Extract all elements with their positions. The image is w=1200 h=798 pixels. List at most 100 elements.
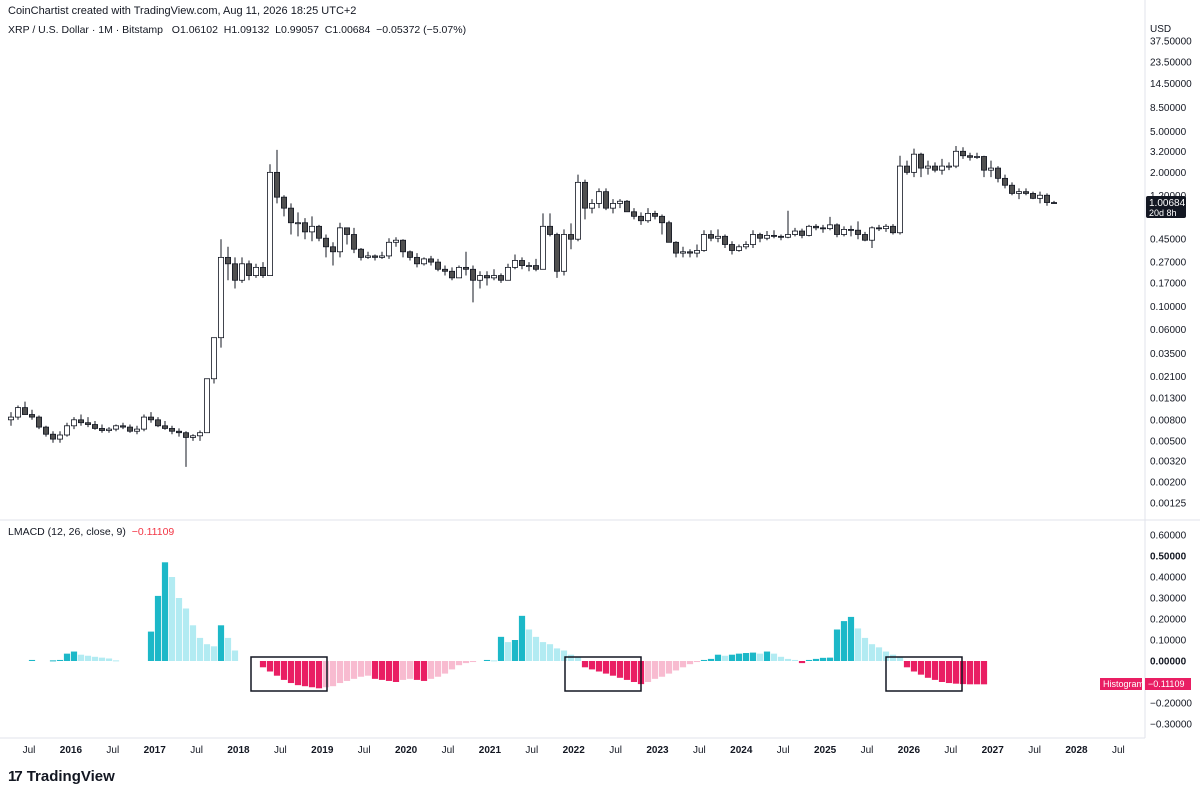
candle (645, 208, 652, 223)
price-axis-label: 14.50000 (1150, 79, 1192, 90)
tradingview-logo-text: TradingView (26, 768, 115, 785)
candle-body (582, 181, 589, 209)
candle (161, 420, 168, 430)
candle (1051, 200, 1058, 204)
histogram-bar (959, 661, 967, 685)
candle-body (175, 430, 182, 434)
candle-body (638, 215, 645, 222)
candle-body (778, 235, 785, 238)
candle-body (533, 265, 540, 270)
candle-body (266, 171, 273, 276)
candle-body (43, 426, 50, 435)
histogram-bar (28, 659, 36, 661)
time-axis-label: Jul (23, 745, 36, 756)
candle-body (497, 275, 504, 281)
candle (364, 251, 371, 259)
candle (610, 199, 617, 214)
candle (1009, 182, 1016, 196)
histogram-bar (371, 661, 379, 679)
time-axis-label: Jul (358, 745, 371, 756)
candle-body (231, 263, 238, 281)
candle (336, 222, 343, 258)
histogram-bar (294, 661, 302, 686)
candle-body (161, 425, 168, 429)
candle-body (1044, 194, 1051, 203)
histogram-bar (616, 661, 624, 678)
candle (50, 431, 57, 443)
candle (14, 405, 21, 420)
candle-body (1009, 184, 1016, 194)
candle (43, 425, 50, 437)
histogram-bar (798, 661, 806, 664)
candle-body (953, 150, 960, 167)
candle-body (392, 239, 399, 243)
tradingview-logo[interactable]: 17 TradingView (8, 768, 115, 785)
candle (1002, 174, 1009, 189)
price-axis-currency: USD (1150, 24, 1171, 35)
histogram-bar (595, 661, 603, 672)
indicator-legend[interactable]: LMACD (12, 26, close, 9) −0.11109 (8, 526, 174, 538)
candle (64, 422, 71, 437)
candle-body (841, 229, 848, 235)
time-axis-label: Jul (693, 745, 706, 756)
candle-body (294, 222, 301, 225)
indicator-value: −0.11109 (131, 526, 175, 538)
candle-body (659, 215, 666, 224)
candle-body (133, 428, 140, 432)
candle (932, 162, 939, 173)
highlight-boxes (250, 656, 963, 692)
histogram-bar (287, 661, 295, 684)
symbol-legend[interactable]: XRP / U.S. Dollar · 1M · Bitstamp O1.061… (8, 24, 466, 36)
candle-body (203, 378, 210, 434)
candle-body (71, 419, 78, 427)
histogram-bar (63, 653, 71, 661)
candle (266, 164, 273, 276)
candle (512, 254, 519, 270)
histogram-bar (203, 644, 211, 661)
candle (722, 234, 729, 248)
candle-body (357, 248, 364, 258)
histogram-bar (777, 656, 785, 661)
candle (322, 234, 329, 258)
candle-body (561, 234, 568, 272)
candle-body (988, 167, 995, 171)
histogram-bar (819, 657, 827, 661)
chart-credit: CoinChartist created with TradingView.co… (8, 5, 357, 17)
candle-body (301, 222, 308, 233)
candle-body (434, 261, 441, 270)
candle (736, 244, 743, 252)
candle (540, 213, 547, 270)
histogram-bar (903, 661, 911, 668)
candle-body (427, 258, 434, 263)
macd-axis[interactable]: 0.60000 0.50000 0.40000 0.30000 0.20000 0.100… (1150, 531, 1192, 731)
histogram-bar (273, 661, 281, 676)
price-axis[interactable]: USD 37.50000 23.50000 14.50000 8.50000 5.000… (1150, 24, 1192, 510)
histogram-bar (945, 661, 953, 684)
time-axis-label: 2023 (646, 745, 669, 756)
candle (582, 179, 589, 220)
candle-body (897, 165, 904, 234)
candle-body (462, 266, 469, 270)
candle (1037, 191, 1044, 204)
candle-body (483, 275, 490, 279)
histogram-bar (840, 621, 848, 661)
histogram-bar (854, 628, 862, 661)
histogram-bar (686, 661, 694, 665)
price-axis-label: 23.50000 (1150, 57, 1192, 68)
candle (792, 227, 799, 237)
candle (834, 223, 841, 238)
histogram-bar (966, 661, 974, 685)
histogram-bar (567, 654, 575, 661)
candle-body (36, 416, 43, 428)
histogram-bar (189, 625, 197, 661)
macd-axis-label: 0.20000 (1150, 615, 1187, 626)
candle (624, 199, 631, 213)
candle-body (995, 167, 1002, 179)
candle-body (420, 258, 427, 265)
candle (533, 258, 540, 272)
macd-axis-label: 0.00000 (1150, 657, 1187, 668)
time-axis[interactable]: Jul 2016 Jul 2017 Jul 2018 Jul 2019 Jul 2020 Jul 20… (23, 745, 1125, 756)
candle (631, 208, 638, 220)
candle (561, 229, 568, 276)
